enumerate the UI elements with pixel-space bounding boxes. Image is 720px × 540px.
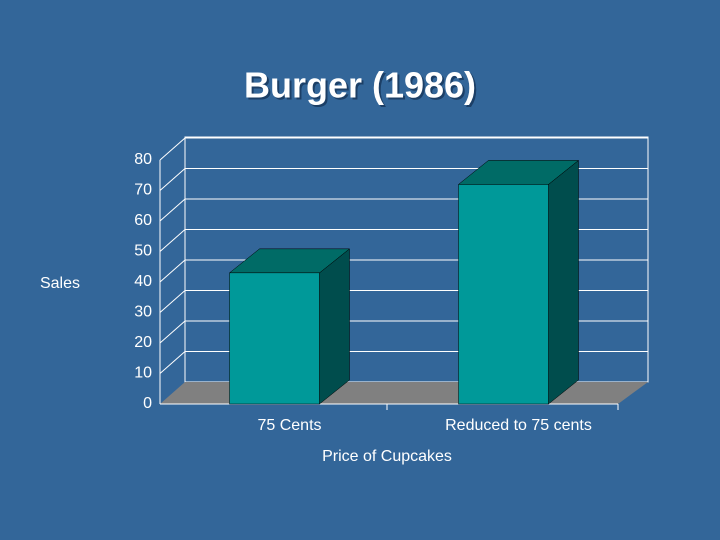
x-axis-label: Price of Cupcakes [322,448,452,465]
grid-line [159,290,186,313]
grid-line [159,198,186,222]
y-tick-label: 70 [134,182,152,199]
y-axis-label: Sales [40,275,80,292]
bar [229,272,320,405]
y-tick-label: 40 [134,273,152,290]
bar-side [319,248,350,405]
grid-line [159,137,186,161]
y-tick-label: 50 [134,243,152,260]
grid-line [159,259,186,283]
grid-line [159,351,186,374]
x-tick-label: Reduced to 75 cents [445,417,592,434]
grid-line [159,168,186,191]
y-tick-label: 20 [134,334,152,351]
x-tick-label: 75 Cents [257,417,321,434]
bar-side [548,159,579,405]
y-tick-label: 30 [134,304,152,321]
grid-line [159,229,186,252]
y-tick-label: 10 [134,365,152,382]
chart-title: Burger (1986) [244,65,476,106]
y-tick-label: 0 [143,395,152,412]
bar [458,184,549,405]
y-tick-label: 80 [134,151,152,168]
grid-line [159,320,186,344]
y-tick-label: 60 [134,212,152,229]
